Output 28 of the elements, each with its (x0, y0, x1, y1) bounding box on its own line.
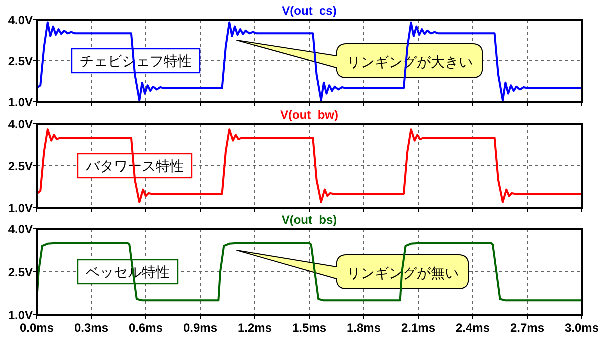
callout-arrow: リンギングが無い (236, 250, 470, 290)
x-tick-label: 2.1ms (401, 321, 436, 335)
x-tick-label: 0.3ms (74, 321, 109, 335)
x-tick-label: 1.5ms (292, 321, 327, 335)
y-tick-label: 4.0V (8, 222, 33, 236)
y-tick-label: 1.0V (8, 96, 33, 110)
y-tick-label: 1.0V (8, 202, 33, 216)
chart-title: V(out_cs) (282, 4, 337, 18)
x-tick-label: 2.4ms (456, 321, 490, 335)
y-tick-label: 4.0V (8, 118, 33, 132)
y-tick-label: 2.5V (8, 160, 33, 174)
x-tick-label: 1.2ms (238, 321, 272, 335)
annotation: リンギングが無い (346, 265, 459, 281)
chart-title: V(out_bw) (280, 108, 338, 122)
x-tick-label: 2.7ms (510, 321, 545, 335)
line-series (36, 242, 583, 302)
x-tick-label: 0.9ms (183, 321, 218, 335)
x-tick-label: 0.0ms (20, 321, 54, 335)
y-tick-label: 4.0V (8, 14, 33, 28)
line-series (36, 22, 583, 102)
y-tick-label: 2.5V (8, 54, 33, 68)
x-tick-label: 0.6ms (128, 321, 164, 335)
y-tick-label: 2.5V (8, 266, 33, 280)
x-tick-label: 3.0ms (564, 321, 600, 335)
y-tick-label: 1.0V (8, 308, 33, 322)
line-series (36, 128, 583, 204)
chart-title: V(out_bs) (282, 213, 338, 227)
x-tick-label: 1.8ms (346, 321, 382, 335)
